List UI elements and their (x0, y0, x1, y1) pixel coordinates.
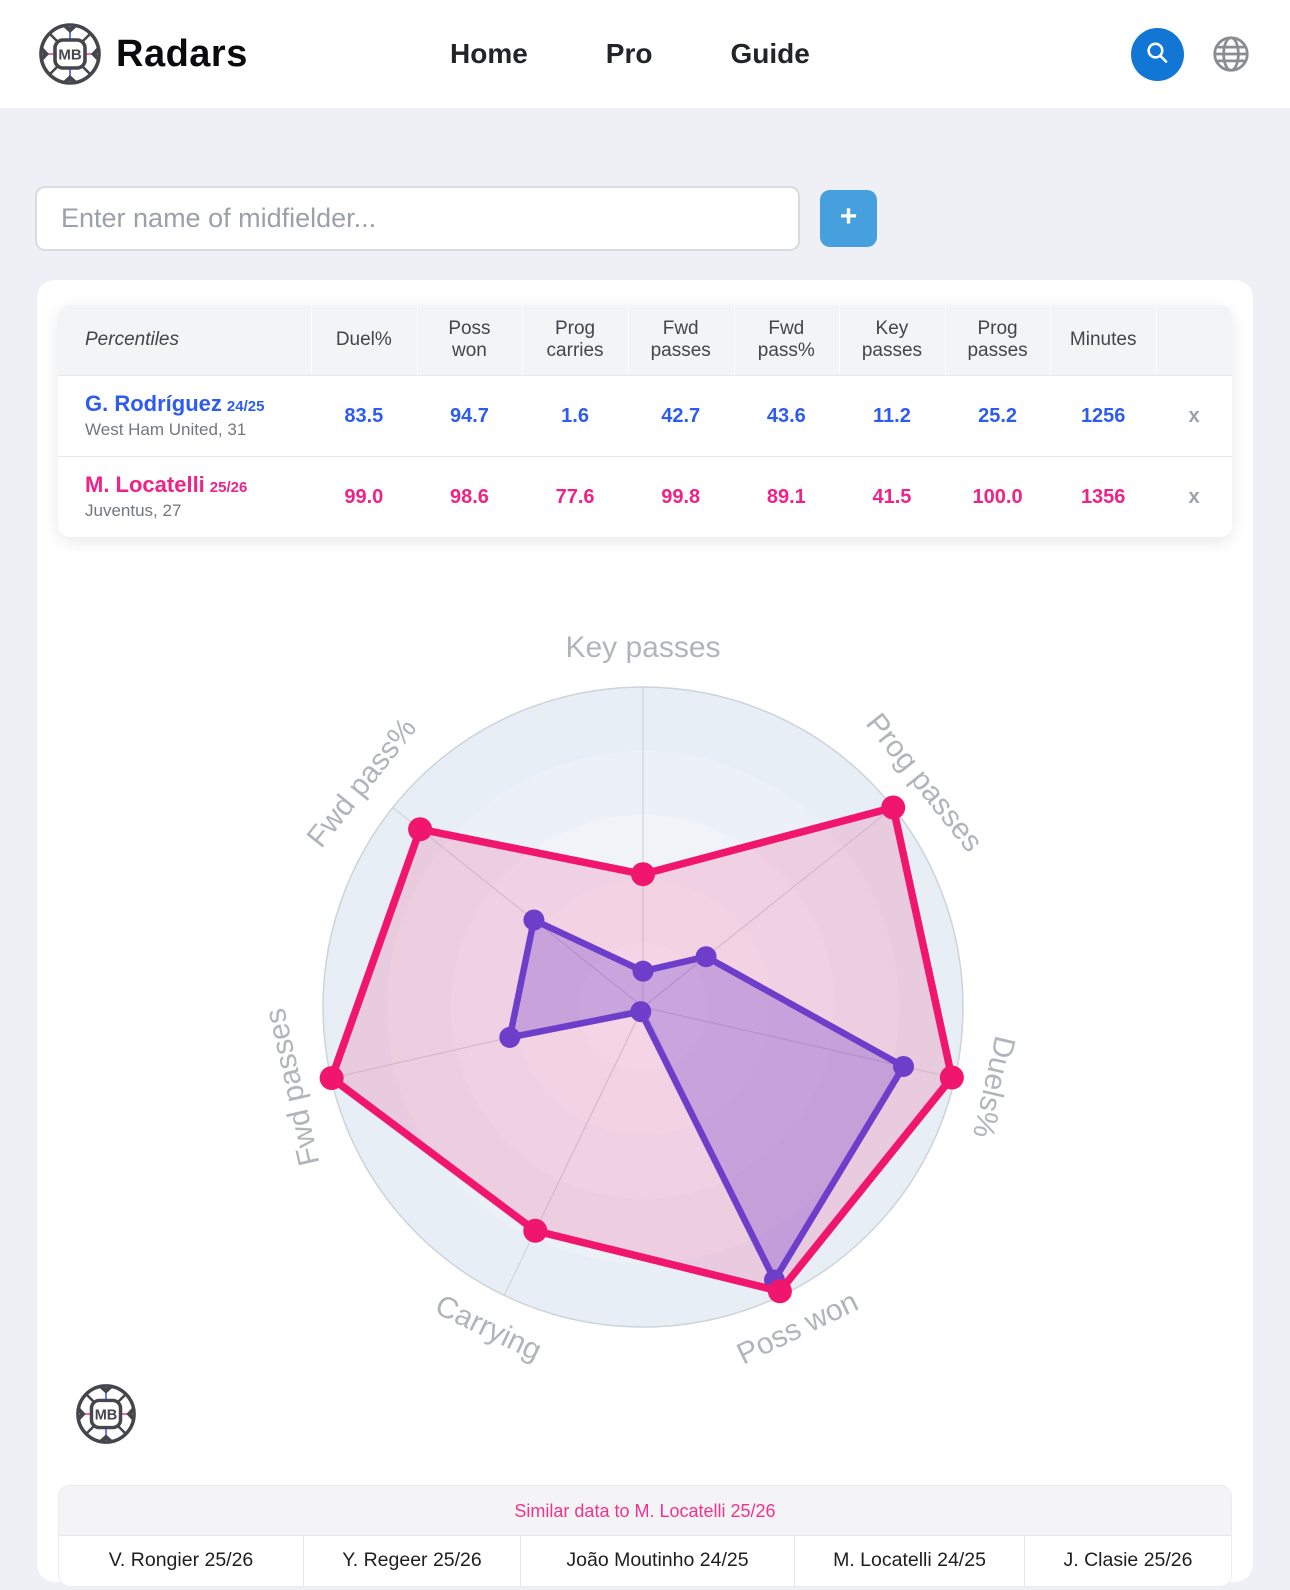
similar-player-button[interactable]: V. Rongier 25/26 (59, 1536, 303, 1586)
player-name[interactable]: G. Rodríguez 24/25 (85, 390, 265, 416)
top-actions (1131, 0, 1252, 108)
table-row-rodriguez: G. Rodríguez 24/25 West Ham United, 31 83… (58, 375, 1232, 456)
similar-players-row: V. Rongier 25/26 Y. Regeer 25/26 João Mo… (59, 1535, 1231, 1586)
column-header-fwd-passes: Fwd passes (628, 305, 734, 375)
mb-ball-logo-icon: MB (75, 1383, 137, 1445)
globe-icon[interactable] (1210, 33, 1252, 75)
stat-duel-pct: 83.5 (344, 404, 384, 427)
radar-data-point (630, 1001, 652, 1023)
radar-axis-label: Key passes (565, 631, 720, 664)
stat-fwd-passes: 99.8 (661, 485, 701, 508)
similar-players-card: Similar data to M. Locatelli 25/26 V. Ro… (58, 1485, 1232, 1587)
radar-axis-line (392, 807, 644, 1008)
player-name[interactable]: M. Locatelli 25/26 (85, 471, 248, 497)
stat-minutes: 1256 (1080, 404, 1126, 427)
stat-key-passes: 41.5 (872, 485, 912, 508)
remove-player-button[interactable]: x (1156, 486, 1232, 509)
column-header-minutes: Minutes (1050, 305, 1156, 375)
main-nav: Home Pro Guide (450, 0, 810, 108)
column-header-remove (1156, 305, 1232, 375)
remove-player-button[interactable]: x (1156, 405, 1232, 428)
similar-player-button[interactable]: Y. Regeer 25/26 (303, 1536, 520, 1586)
radar-axis-line (503, 1006, 644, 1296)
mb-ball-logo-icon: MB (38, 22, 102, 86)
player-season: 25/26 (209, 478, 248, 496)
stat-prog-passes: 25.2 (978, 404, 1018, 427)
radar-data-point (523, 1218, 548, 1243)
player-search-input[interactable] (35, 186, 800, 251)
column-header-poss-won: Poss won (417, 305, 523, 375)
radar-axis-label: Duels% (966, 1033, 1021, 1141)
radar-data-point (408, 817, 433, 842)
stat-poss-won: 94.7 (449, 404, 489, 427)
add-player-button[interactable]: + (820, 190, 877, 247)
radar-data-point (523, 909, 545, 931)
column-header-percentiles: Percentiles (85, 328, 179, 350)
main-card: Percentiles Duel% Poss won Prog carries … (37, 280, 1253, 1587)
table-row-locatelli: M. Locatelli 25/26 Juventus, 27 99.0 98.6… (58, 456, 1232, 537)
percentiles-table: Percentiles Duel% Poss won Prog carries … (58, 305, 1232, 537)
radar-data-point (767, 1279, 792, 1304)
stat-prog-carries: 77.6 (555, 485, 595, 508)
radar-axis-line (642, 807, 894, 1008)
stat-key-passes: 11.2 (873, 404, 911, 427)
radar-data-point (881, 795, 906, 820)
similar-player-button[interactable]: João Moutinho 24/25 (520, 1536, 794, 1586)
stat-poss-won: 98.6 (449, 485, 489, 508)
radar-data-point (319, 1066, 344, 1091)
player-season: 24/25 (226, 397, 265, 415)
player-search-row: + (35, 186, 877, 251)
search-button[interactable] (1131, 27, 1184, 81)
radar-data-point (632, 960, 654, 982)
nav-guide[interactable]: Guide (730, 38, 810, 69)
column-header-prog-passes: Prog passes (945, 305, 1051, 375)
similar-title: Similar data to M. Locatelli 25/26 (514, 1501, 776, 1521)
radar-axis-label: Fwd passes (259, 1005, 327, 1168)
nav-pro[interactable]: Pro (605, 38, 653, 69)
column-header-key-passes: Key passes (839, 305, 945, 375)
radar-data-point (499, 1026, 521, 1048)
radar-data-point (939, 1065, 964, 1090)
player-subtitle: West Ham United, 31 (85, 420, 247, 440)
stat-fwd-pass-pct: 43.6 (766, 404, 806, 427)
column-header-duel-pct: Duel% (311, 305, 417, 375)
svg-text:MB: MB (58, 47, 81, 64)
radar-series-polygon (506, 916, 907, 1284)
similar-player-button[interactable]: J. Clasie 25/26 (1024, 1536, 1231, 1586)
column-header-fwd-pass-pct: Fwd pass% (734, 305, 840, 375)
svg-text:MB: MB (95, 1407, 118, 1423)
column-header-prog-carries: Prog carries (522, 305, 628, 375)
search-icon (1146, 42, 1167, 63)
player-subtitle: Juventus, 27 (85, 501, 182, 521)
stat-fwd-pass-pct: 89.1 (766, 485, 806, 508)
radar-data-point (893, 1055, 915, 1077)
brand[interactable]: MB Radars (38, 22, 248, 86)
table-header-row: Percentiles Duel% Poss won Prog carries … (58, 305, 1232, 375)
stat-prog-passes: 100.0 (972, 485, 1023, 508)
radar-series-polygon (327, 803, 956, 1296)
app-title: Radars (116, 32, 248, 75)
stat-minutes: 1356 (1080, 485, 1126, 508)
nav-home[interactable]: Home (450, 38, 528, 69)
top-navigation-bar: MB Radars Home Pro Guide (0, 0, 1290, 108)
stat-duel-pct: 99.0 (344, 485, 384, 508)
similar-player-button[interactable]: M. Locatelli 24/25 (794, 1536, 1024, 1586)
stat-fwd-passes: 42.7 (661, 404, 701, 427)
radar-data-point (695, 946, 717, 968)
stat-prog-carries: 1.6 (561, 404, 589, 427)
radar-data-point (631, 862, 655, 887)
